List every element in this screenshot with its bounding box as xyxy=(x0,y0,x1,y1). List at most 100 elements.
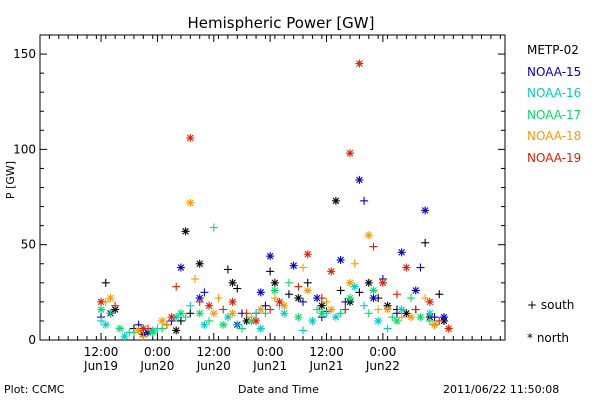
north-point-noaa-19 xyxy=(327,267,336,276)
x-tick-time: 12:00 xyxy=(309,345,344,359)
data-marks xyxy=(97,59,453,341)
north-point-noaa-19 xyxy=(303,250,312,259)
south-point-noaa-15 xyxy=(261,301,270,310)
south-point-noaa-15 xyxy=(430,313,439,322)
north-point-noaa-18 xyxy=(383,305,392,314)
north-point-noaa-17 xyxy=(97,305,106,314)
south-point-noaa-19 xyxy=(172,282,181,291)
north-point-noaa-15 xyxy=(411,286,420,295)
south-point-noaa-18 xyxy=(299,263,308,272)
north-point-metp-02 xyxy=(181,227,190,236)
north-point-metp-02 xyxy=(294,294,303,303)
north-point-noaa-15 xyxy=(176,263,185,272)
south-point-noaa-19 xyxy=(411,305,420,314)
x-tick-date: Jun20 xyxy=(196,359,231,373)
south-point-noaa-18 xyxy=(270,294,279,303)
south-point-noaa-19 xyxy=(294,282,303,291)
south-point-noaa-17 xyxy=(106,309,115,318)
south-point-noaa-18 xyxy=(162,320,171,329)
north-point-noaa-16 xyxy=(331,313,340,322)
south-point-metp-02 xyxy=(266,267,275,276)
north-point-noaa-17 xyxy=(369,286,378,295)
south-point-noaa-19 xyxy=(111,301,120,310)
chart-title: Hemispheric Power [GW] xyxy=(188,14,375,32)
legend-entry-noaa-16: NOAA-16 xyxy=(527,86,582,100)
north-point-metp-02 xyxy=(228,278,237,287)
north-point-noaa-19 xyxy=(167,313,176,322)
y-axis-label: P [GW] xyxy=(4,161,17,199)
south-point-noaa-17 xyxy=(205,316,214,325)
north-point-noaa-17 xyxy=(294,313,303,322)
north-point-noaa-18 xyxy=(186,198,195,207)
north-point-noaa-15 xyxy=(439,313,448,322)
north-point-noaa-15 xyxy=(355,175,364,184)
legend-entry-noaa-17: NOAA-17 xyxy=(527,107,582,122)
south-point-noaa-18 xyxy=(421,294,430,303)
south-point-metp-02 xyxy=(336,286,345,295)
south-point-noaa-18 xyxy=(374,305,383,314)
south-point-noaa-17 xyxy=(336,309,345,318)
south-point-metp-02 xyxy=(284,290,293,299)
north-point-noaa-19 xyxy=(186,133,195,142)
north-point-noaa-16 xyxy=(308,316,317,325)
south-point-noaa-16 xyxy=(252,309,261,318)
south-point-noaa-19 xyxy=(195,297,204,306)
south-point-noaa-17 xyxy=(313,305,322,314)
north-point-noaa-16 xyxy=(425,309,434,318)
north-point-noaa-15 xyxy=(266,252,275,261)
north-point-noaa-19 xyxy=(346,149,354,158)
north-point-noaa-17 xyxy=(346,294,354,303)
south-point-noaa-19 xyxy=(435,316,444,325)
y-tick-label: 150 xyxy=(13,47,36,61)
north-point-noaa-19 xyxy=(402,263,411,272)
south-point-noaa-17 xyxy=(364,309,373,318)
north-point-metp-02 xyxy=(242,316,251,325)
north-point-noaa-18 xyxy=(280,301,289,310)
y-tick-label: 50 xyxy=(21,238,36,252)
south-point-noaa-18 xyxy=(397,313,406,322)
north-point-metp-02 xyxy=(270,278,279,287)
north-point-noaa-18 xyxy=(303,286,312,295)
north-point-metp-02 xyxy=(364,278,373,287)
south-point-noaa-17 xyxy=(237,324,246,333)
north-point-noaa-18 xyxy=(407,313,416,322)
south-point-noaa-19 xyxy=(392,290,401,299)
x-tick-time: 0:00 xyxy=(257,345,284,359)
north-point-noaa-18 xyxy=(106,294,115,303)
north-point-noaa-17 xyxy=(219,320,228,329)
north-point-noaa-15 xyxy=(397,248,406,257)
north-point-metp-02 xyxy=(317,301,326,310)
south-point-noaa-19 xyxy=(341,305,350,314)
south-point-metp-02 xyxy=(176,316,185,325)
south-point-noaa-19 xyxy=(317,294,326,303)
x-tick-date: Jun19 xyxy=(83,359,118,373)
north-point-noaa-17 xyxy=(270,286,279,295)
south-point-metp-02 xyxy=(223,265,232,274)
south-point-noaa-16 xyxy=(233,320,242,329)
north-point-noaa-17 xyxy=(195,309,204,318)
x-tick-date: Jun21 xyxy=(252,359,287,373)
south-point-noaa-16 xyxy=(209,223,218,232)
north-point-noaa-15 xyxy=(289,261,298,270)
south-point-noaa-17 xyxy=(261,309,270,318)
south-point-noaa-18 xyxy=(322,297,331,306)
legend-entry-noaa-19: NOAA-19 xyxy=(527,150,582,165)
x-tick-time: 0:00 xyxy=(144,345,171,359)
south-point-noaa-17 xyxy=(407,294,416,303)
south-point-metp-02 xyxy=(355,288,364,297)
north-point-noaa-17 xyxy=(392,316,401,325)
south-point-noaa-19 xyxy=(369,242,378,251)
south-point-metp-02 xyxy=(186,309,195,318)
north-point-noaa-15 xyxy=(336,255,345,264)
north-point-metp-02 xyxy=(172,326,181,335)
south-point-noaa-15 xyxy=(299,297,308,306)
north-point-noaa-16 xyxy=(350,282,359,291)
south-point-noaa-16 xyxy=(383,324,392,333)
x-tick-date: Jun22 xyxy=(365,359,400,373)
south-point-noaa-15 xyxy=(416,263,425,272)
south-point-noaa-17 xyxy=(158,324,167,333)
north-point-noaa-16 xyxy=(101,320,110,329)
south-point-noaa-15 xyxy=(341,297,350,306)
legend-entry-noaa-18: NOAA-18 xyxy=(527,129,582,143)
